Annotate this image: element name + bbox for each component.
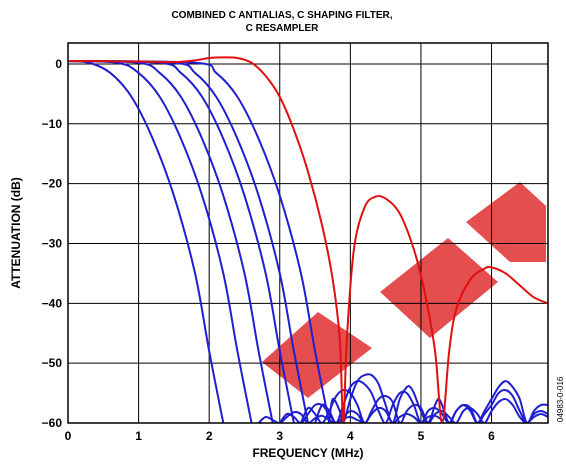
series-line-red: [68, 56, 548, 423]
x-axis-label: FREQUENCY (MHz): [252, 446, 363, 460]
y-tick-label: 0: [55, 57, 62, 71]
series-line-blue: [68, 59, 274, 423]
x-tick-label: 2: [206, 429, 213, 443]
y-tick-label: −20: [42, 177, 63, 191]
y-tick-labels: 0 −10 −20 −30 −40 −50 −60: [42, 57, 63, 430]
y-tick-label: −10: [42, 117, 63, 131]
series-line-blue: [68, 59, 253, 423]
y-axis-label: ATTENUATION (dB): [9, 177, 23, 289]
chart-title: COMBINED C ANTIALIAS, C SHAPING FILTER,: [171, 10, 392, 21]
series-line-blue: [257, 411, 366, 423]
x-tick-label: 5: [418, 429, 425, 443]
curves: [68, 56, 548, 423]
watermark-band-1: [262, 312, 372, 398]
watermark: [262, 182, 546, 398]
series-line-blue: [328, 373, 548, 423]
x-tick-labels: 0 1 2 3 4 5 6: [65, 429, 496, 443]
figure-id: 04983-0-016: [556, 376, 565, 422]
series-line-blue: [68, 59, 331, 423]
plot-frame: [67, 42, 549, 424]
watermark-band-3: [466, 182, 546, 262]
x-tick-label: 1: [135, 429, 142, 443]
y-tick-label: −60: [42, 416, 63, 430]
x-tick-label: 4: [347, 429, 354, 443]
watermark-band-2: [380, 238, 498, 338]
x-tick-label: 0: [65, 429, 72, 443]
series-line-blue: [68, 59, 225, 423]
x-tick-label: 3: [276, 429, 283, 443]
chart-subtitle: C RESAMPLER: [246, 23, 320, 34]
y-tick-label: −30: [42, 236, 63, 250]
series-line-blue: [278, 402, 444, 423]
y-tick-label: −50: [42, 356, 63, 370]
series-line-blue: [68, 59, 295, 423]
y-tick-label: −40: [42, 296, 63, 310]
grid-lines: [68, 43, 548, 423]
series-line-blue: [314, 380, 548, 423]
x-tick-label: 6: [488, 429, 495, 443]
